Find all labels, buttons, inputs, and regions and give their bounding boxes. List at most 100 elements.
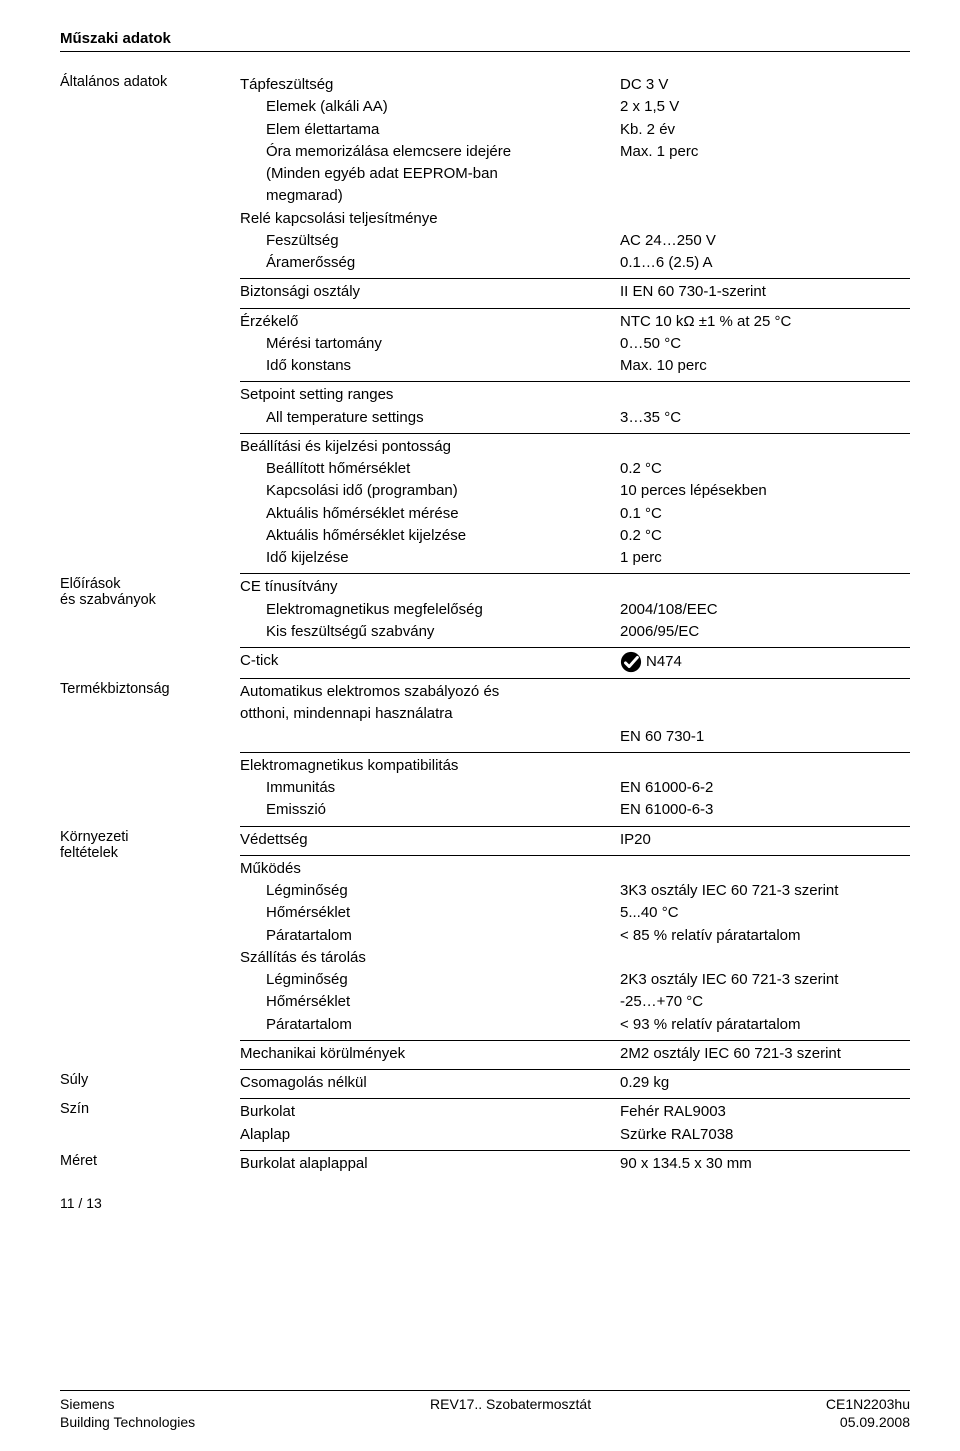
- v: 2 x 1,5 V: [620, 97, 910, 117]
- k: Hőmérséklet: [240, 992, 620, 1012]
- k: Beállított hőmérséklet: [240, 459, 620, 479]
- k: megmarad): [240, 186, 620, 206]
- v: Max. 10 perc: [620, 356, 910, 376]
- v: < 85 % relatív páratartalom: [620, 926, 910, 946]
- label-safety: Termékbiztonság: [60, 679, 230, 827]
- k: (Minden egyéb adat EEPROM-ban: [240, 164, 620, 184]
- k: Mechanikai körülmények: [240, 1044, 620, 1064]
- k: C-tick: [240, 651, 620, 673]
- k: Páratartalom: [240, 1015, 620, 1035]
- v: Kb. 2 év: [620, 120, 910, 140]
- v: 2M2 osztály IEC 60 721-3 szerint: [620, 1044, 910, 1064]
- label-standards: Előírások és szabványok: [60, 574, 230, 679]
- footer: Siemens Building Technologies REV17.. Sz…: [60, 1390, 910, 1431]
- data-table: Általános adatok TápfeszültségDC 3 V Ele…: [60, 72, 910, 1179]
- k: Elem élettartama: [240, 120, 620, 140]
- k: Feszültség: [240, 231, 620, 251]
- v: Fehér RAL9003: [620, 1102, 910, 1122]
- page-number: 11 / 13: [60, 1179, 910, 1215]
- k: Automatikus elektromos szabályozó és: [240, 682, 620, 702]
- footer-left: Siemens Building Technologies: [60, 1395, 195, 1431]
- v: 10 perces lépésekben: [620, 481, 910, 501]
- ctick-icon: [620, 651, 642, 673]
- k: Burkolat alaplappal: [240, 1154, 620, 1174]
- k: Emisszió: [240, 800, 620, 820]
- v: 0.1…6 (2.5) A: [620, 253, 910, 273]
- label-weight: Súly: [60, 1070, 230, 1099]
- v: 2004/108/EEC: [620, 600, 910, 620]
- k: Légminőség: [240, 970, 620, 990]
- v: IP20: [620, 830, 910, 850]
- v: DC 3 V: [620, 75, 910, 95]
- group-size: Burkolat alaplappal90 x 134.5 x 30 mm: [240, 1151, 910, 1179]
- label-color: Szín: [60, 1099, 230, 1151]
- k: Tápfeszültség: [240, 75, 620, 95]
- k: Kapcsolási idő (programban): [240, 481, 620, 501]
- v: EN 61000-6-3: [620, 800, 910, 820]
- v: 2006/95/EC: [620, 622, 910, 642]
- k: Elektromagnetikus kompatibilitás: [240, 756, 620, 776]
- k: Beállítási és kijelzési pontosság: [240, 437, 620, 457]
- k: Aktuális hőmérséklet kijelzése: [240, 526, 620, 546]
- k: Elemek (alkáli AA): [240, 97, 620, 117]
- k: All temperature settings: [240, 408, 620, 428]
- v: 90 x 134.5 x 30 mm: [620, 1154, 910, 1174]
- label-general: Általános adatok: [60, 72, 230, 574]
- label-env: Környezeti feltételek: [60, 827, 230, 1071]
- k: Védettség: [240, 830, 620, 850]
- ctick-value: N474: [620, 651, 910, 673]
- v: 5...40 °C: [620, 903, 910, 923]
- k: Működés: [240, 859, 620, 879]
- v: II EN 60 730-1-szerint: [620, 282, 910, 302]
- k: Kis feszültségű szabvány: [240, 622, 620, 642]
- k: Immunitás: [240, 778, 620, 798]
- v: EN 60 730-1: [620, 727, 910, 747]
- k: Elektromagnetikus megfelelőség: [240, 600, 620, 620]
- v: 3…35 °C: [620, 408, 910, 428]
- group-env: VédettségIP20 Működés Légminőség3K3 oszt…: [240, 827, 910, 1071]
- footer-right: CE1N2203hu 05.09.2008: [826, 1395, 910, 1431]
- k: Relé kapcsolási teljesítménye: [240, 209, 620, 229]
- k: Áramerősség: [240, 253, 620, 273]
- k: Szállítás és tárolás: [240, 948, 620, 968]
- group-weight: Csomagolás nélkül0.29 kg: [240, 1070, 910, 1099]
- k: Páratartalom: [240, 926, 620, 946]
- label-size: Méret: [60, 1151, 230, 1179]
- v: AC 24…250 V: [620, 231, 910, 251]
- k: Érzékelő: [240, 312, 620, 332]
- v: 0.1 °C: [620, 504, 910, 524]
- k: Setpoint setting ranges: [240, 385, 620, 405]
- v: -25…+70 °C: [620, 992, 910, 1012]
- v: 0.2 °C: [620, 459, 910, 479]
- v: Max. 1 perc: [620, 142, 910, 162]
- v: 2K3 osztály IEC 60 721-3 szerint: [620, 970, 910, 990]
- group-general: TápfeszültségDC 3 V Elemek (alkáli AA)2 …: [240, 72, 910, 574]
- k: Mérési tartomány: [240, 334, 620, 354]
- k: Idő konstans: [240, 356, 620, 376]
- v: 1 perc: [620, 548, 910, 568]
- group-safety: Automatikus elektromos szabályozó és ott…: [240, 679, 910, 827]
- v: EN 61000-6-2: [620, 778, 910, 798]
- v: < 93 % relatív páratartalom: [620, 1015, 910, 1035]
- v: NTC 10 kΩ ±1 % at 25 °C: [620, 312, 910, 332]
- v: 0.2 °C: [620, 526, 910, 546]
- k: Alaplap: [240, 1125, 620, 1145]
- group-color: BurkolatFehér RAL9003 AlaplapSzürke RAL7…: [240, 1099, 910, 1151]
- v: 0.29 kg: [620, 1073, 910, 1093]
- k: CE tínusítvány: [240, 577, 620, 597]
- k: Csomagolás nélkül: [240, 1073, 620, 1093]
- k: Biztonsági osztály: [240, 282, 620, 302]
- group-standards: CE tínusítvány Elektromagnetikus megfele…: [240, 574, 910, 679]
- k: otthoni, mindennapi használatra: [240, 704, 620, 724]
- v: 3K3 osztály IEC 60 721-3 szerint: [620, 881, 910, 901]
- k: Idő kijelzése: [240, 548, 620, 568]
- tech-data-page: Műszaki adatok Általános adatok Tápfeszü…: [0, 0, 960, 1390]
- v: 0…50 °C: [620, 334, 910, 354]
- k: Hőmérséklet: [240, 903, 620, 923]
- k: Burkolat: [240, 1102, 620, 1122]
- k: Légminőség: [240, 881, 620, 901]
- k: Aktuális hőmérséklet mérése: [240, 504, 620, 524]
- page-title: Műszaki adatok: [60, 30, 910, 52]
- footer-center: REV17.. Szobatermosztát: [430, 1395, 591, 1431]
- k: Óra memorizálása elemcsere idejére: [240, 142, 620, 162]
